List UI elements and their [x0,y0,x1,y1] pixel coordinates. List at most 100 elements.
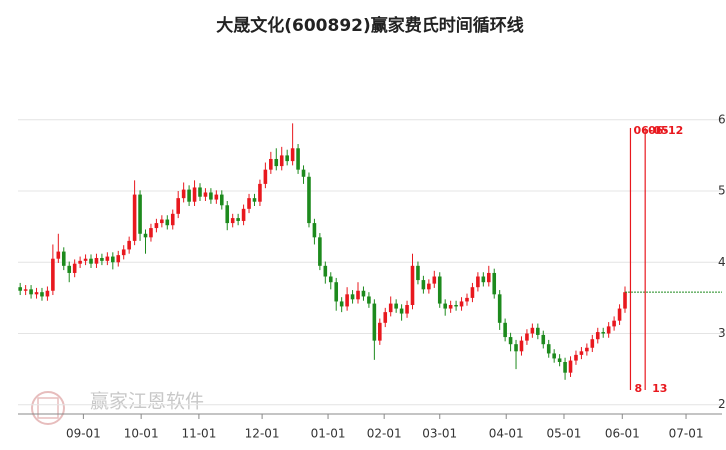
candle-body [514,344,518,352]
candle-body [209,192,213,200]
candle-body [72,263,77,273]
candle-body [541,334,546,345]
candle-body [203,192,208,197]
candle-body [56,251,61,259]
candle-body [40,292,44,297]
candle-body [536,327,540,335]
x-tick-label: 05-01 [547,427,582,441]
candle-body [225,205,230,224]
candle-body [356,290,360,300]
candle-body [617,308,622,321]
candle-body [345,294,349,307]
candle-body [127,240,131,250]
candle-body [236,218,240,221]
candle-body [557,358,562,362]
candle-body [546,344,551,354]
candle-body [530,327,535,334]
candle-body [67,265,72,273]
cycle-count: 8 [634,382,642,395]
candle-body [149,228,153,238]
candle-body [497,294,502,323]
candle-body [296,148,300,170]
y-tick-label: 4 [718,255,726,269]
candle-body [83,258,88,261]
candle-body [421,280,426,290]
x-tick-label: 04-01 [489,427,524,441]
candle-body [192,187,197,202]
candle-body [612,320,616,327]
candle-body [574,354,578,361]
candle-body [383,312,388,323]
candle-body [263,169,268,184]
candle-body [51,258,55,291]
x-tick-label: 06-01 [605,427,640,441]
candle-body [579,351,584,355]
candle-body [590,339,595,348]
candle-body [454,305,458,307]
candle-body [34,292,39,295]
candle-body [290,148,295,162]
candle-body [301,169,306,177]
candle-body [595,332,600,340]
candle-body [568,360,573,373]
candle-body [372,303,377,341]
candle-body [601,332,606,334]
candle-body [606,326,611,334]
candle-body [519,340,524,352]
cycle-count: 13 [652,382,667,395]
candle-body [388,303,393,313]
candle-body [116,255,121,263]
candle-body [45,290,50,297]
candle-body [132,194,137,241]
candle-body [143,233,148,238]
candle-body [170,213,175,226]
candle-body [89,258,93,264]
candle-body [94,257,99,264]
candle-body [323,265,328,277]
candle-body [503,322,507,338]
candle-body [492,272,497,295]
cycle-date: 06-05 [633,124,668,137]
candle-body [334,282,339,302]
x-tick-label: 12-01 [245,427,280,441]
candle-body [394,303,398,309]
y-tick-label: 2 [718,397,726,411]
x-tick-label: 02-01 [367,427,402,441]
candle-body [121,249,126,256]
candle-body [481,276,486,283]
candle-body [350,294,355,300]
candle-body [416,265,420,281]
candle-body [410,265,415,306]
candle-body [361,290,366,297]
candle-body [61,251,66,266]
candle-body [78,260,82,264]
candle-body [198,187,202,197]
candle-body [230,218,235,224]
x-tick-label: 01-01 [311,427,346,441]
candle-body [437,276,442,304]
candle-body [219,194,224,206]
candle-body [285,155,289,162]
candle-body [405,305,409,314]
candle-body [465,297,469,302]
candle-body [459,301,464,307]
candle-body [176,198,180,214]
candle-body [448,305,453,309]
candle-body [470,287,475,298]
cycle-date: 06-12 [648,124,683,137]
candle-body [111,256,115,263]
y-tick-label: 3 [718,326,726,340]
x-tick-label: 10-01 [124,427,159,441]
x-tick-label: 11-01 [181,427,216,441]
candle-body [328,276,333,283]
candle-body [187,189,191,202]
candle-body [18,287,22,291]
candle-body [274,158,279,167]
candle-body [29,289,33,295]
candle-body [160,219,164,224]
candle-body [312,223,317,238]
candle-body [138,194,142,234]
watermark-logo [31,391,65,425]
chart-title: 大晟文化(600892)赢家费氏时间循环线 [216,15,524,36]
candle-body [23,289,28,291]
